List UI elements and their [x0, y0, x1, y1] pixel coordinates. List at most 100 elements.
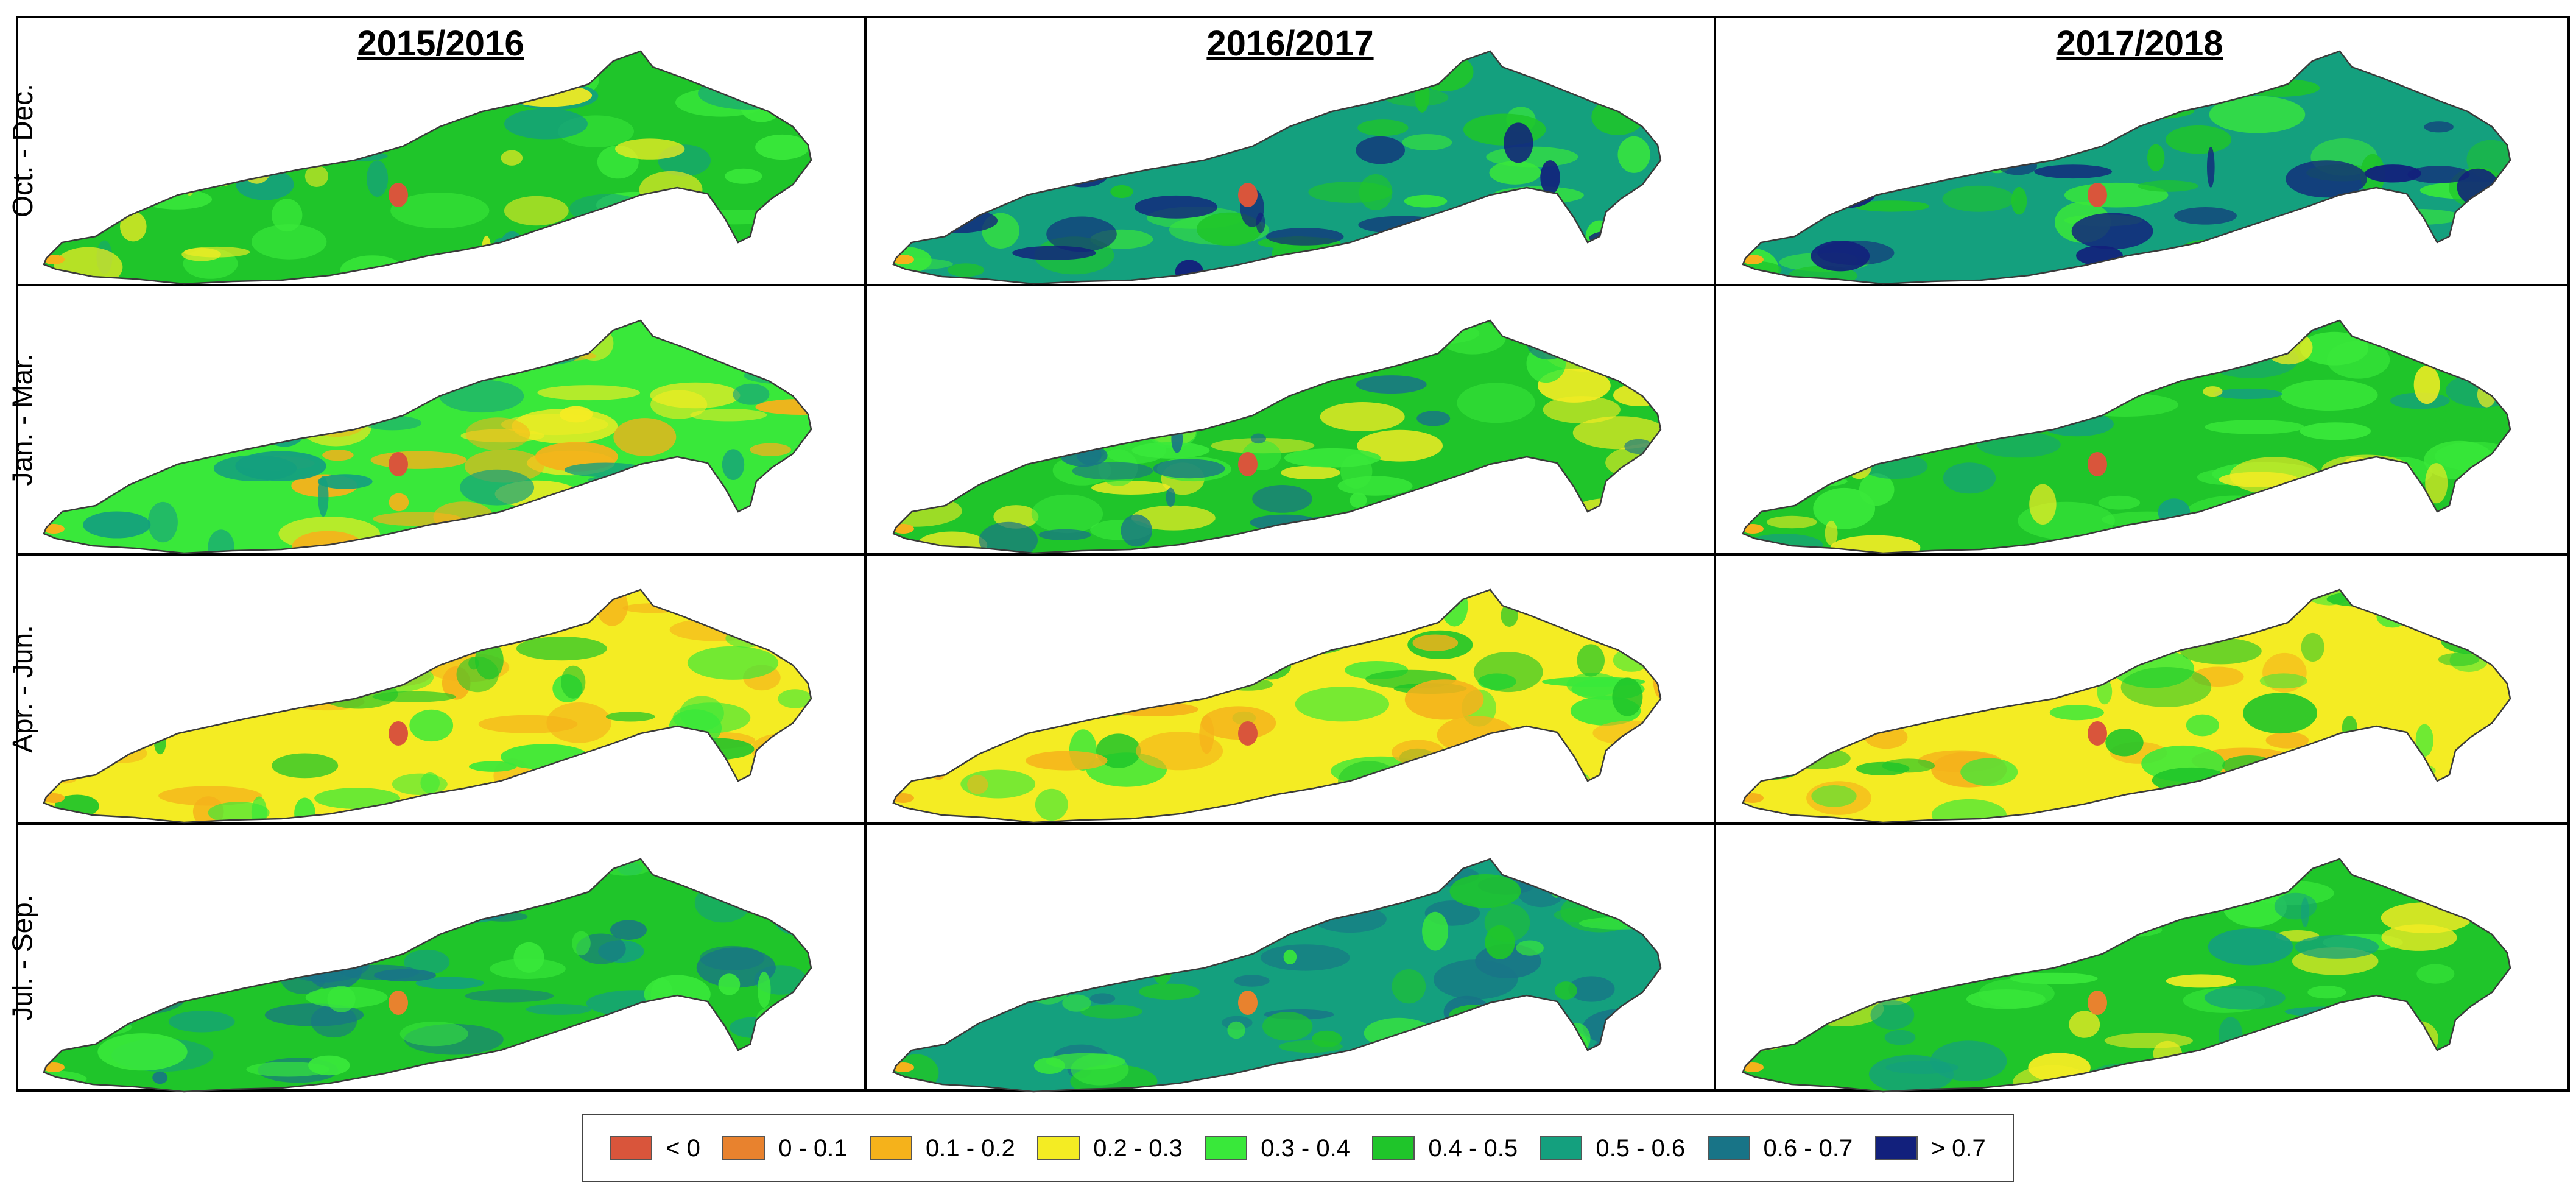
basin-class-patch [78, 972, 121, 986]
basin-class-patch [1865, 726, 1908, 749]
legend-item: > 0.7 [1874, 1135, 1986, 1162]
basin-class-patch [2286, 160, 2367, 198]
basin-class-patch [2009, 596, 2108, 607]
basin-class-patch [131, 711, 162, 743]
basin-class-patch [2097, 679, 2113, 705]
basin-class-patch [1011, 661, 1071, 682]
basin-class-patch [615, 138, 685, 160]
basin-class-patch [1089, 993, 1116, 1004]
basin-class-patch [1139, 983, 1200, 1000]
basin-class-patch [1751, 77, 1844, 96]
basin-class-patch [356, 590, 404, 598]
basin-class-patch [2220, 262, 2299, 284]
basin-class-patch [203, 867, 241, 897]
basin-class-patch [761, 892, 811, 916]
basin-class-patch [1574, 1067, 1650, 1090]
basin-class-patch [1872, 590, 1942, 601]
basin-class-patch [2012, 1065, 2093, 1092]
legend-swatch [610, 1136, 653, 1160]
basin-class-patch [1404, 194, 1448, 208]
basin-map-panel [892, 50, 1662, 285]
basin-class-patch [962, 69, 1062, 96]
basin-class-patch [1004, 150, 1072, 182]
basin-class-patch [2174, 207, 2237, 225]
basin-class-patch [2274, 892, 2317, 920]
basin-class-patch [2036, 859, 2136, 890]
basin-class-patch [1589, 606, 1644, 623]
basin-class-patch [2120, 597, 2187, 633]
basin-class-patch [1870, 1000, 1915, 1030]
basin-class-patch [605, 712, 655, 722]
basin-class-patch [1214, 912, 1282, 937]
basin-class-patch [1460, 1021, 1499, 1052]
basin-class-patch [1759, 999, 1802, 1034]
basin-raster [44, 320, 811, 553]
basin-class-patch [2155, 51, 2242, 59]
basin-class-patch [947, 263, 985, 277]
basin-class-patch [465, 417, 530, 450]
basin-class-patch [1084, 376, 1108, 399]
legend-label: 0 - 0.1 [778, 1134, 848, 1162]
basin-class-patch [304, 590, 384, 604]
basin-class-patch [773, 1025, 811, 1039]
basin-class-patch [1069, 115, 1136, 150]
basin-class-patch [44, 939, 129, 962]
basin-class-patch [1416, 217, 1438, 243]
basin-class-patch [1896, 872, 1999, 886]
basin-class-patch [1617, 136, 1650, 173]
basin-class-patch [79, 985, 125, 1022]
basin-class-patch [1501, 1063, 1552, 1089]
basin-class-patch [241, 668, 336, 698]
basin-class-patch [442, 51, 481, 71]
basin-class-patch [1785, 747, 1851, 769]
basin-class-patch [1188, 323, 1230, 347]
basin-class-patch [518, 350, 597, 361]
basin-class-patch [2177, 804, 2270, 822]
basin-class-patch [2044, 632, 2085, 654]
basin-class-patch [176, 590, 209, 596]
basin-class-patch [613, 418, 677, 456]
basin-class-patch [341, 321, 423, 345]
basin-class-patch [1065, 608, 1141, 626]
basin-class-patch [1931, 799, 2007, 822]
basin-class-patch [2166, 125, 2232, 154]
basin-class-patch [2085, 264, 2172, 277]
basin-class-patch [1511, 260, 1577, 284]
basin-class-patch [2295, 934, 2379, 959]
basin-class-patch [1392, 969, 1426, 1004]
basin-class-patch [1046, 216, 1117, 252]
legend-label: 0.3 - 0.4 [1261, 1134, 1350, 1162]
basin-class-patch [482, 1066, 557, 1092]
basin-class-patch [2158, 783, 2262, 816]
basin-class-patch [404, 373, 431, 386]
basin-class-patch [1432, 253, 1476, 279]
basin-class-patch [76, 387, 85, 400]
basin-class-patch [749, 51, 794, 74]
basin-class-patch [476, 590, 487, 607]
basin-class-patch [2138, 180, 2198, 192]
basin-class-patch [482, 235, 491, 264]
basin-class-patch [1803, 93, 1868, 132]
basin-class-patch [415, 609, 470, 639]
urban-hotspot [1238, 183, 1258, 207]
basin-class-patch [236, 169, 294, 200]
basin-class-patch [918, 885, 975, 900]
basin-class-patch [1375, 1039, 1457, 1081]
basin-class-patch [259, 58, 307, 74]
basin-class-patch [1803, 614, 1882, 629]
basin-class-patch [423, 360, 443, 389]
basin-class-patch [1096, 398, 1183, 420]
basin-class-patch [2111, 617, 2163, 635]
basin-class-patch [1885, 1061, 1959, 1074]
basin-class-patch [1612, 677, 1643, 716]
basin-class-patch [1819, 680, 1873, 696]
legend-label: 0.5 - 0.6 [1596, 1134, 1686, 1162]
basin-class-patch [1166, 320, 1203, 329]
basin-class-patch [374, 969, 436, 982]
basin-boundary [1742, 319, 2511, 554]
basin-class-patch [1250, 433, 1266, 444]
basin-class-patch [1743, 881, 1775, 920]
basin-class-patch [987, 398, 1038, 426]
basin-class-patch [1915, 684, 1938, 699]
basin-raster [44, 859, 811, 1092]
